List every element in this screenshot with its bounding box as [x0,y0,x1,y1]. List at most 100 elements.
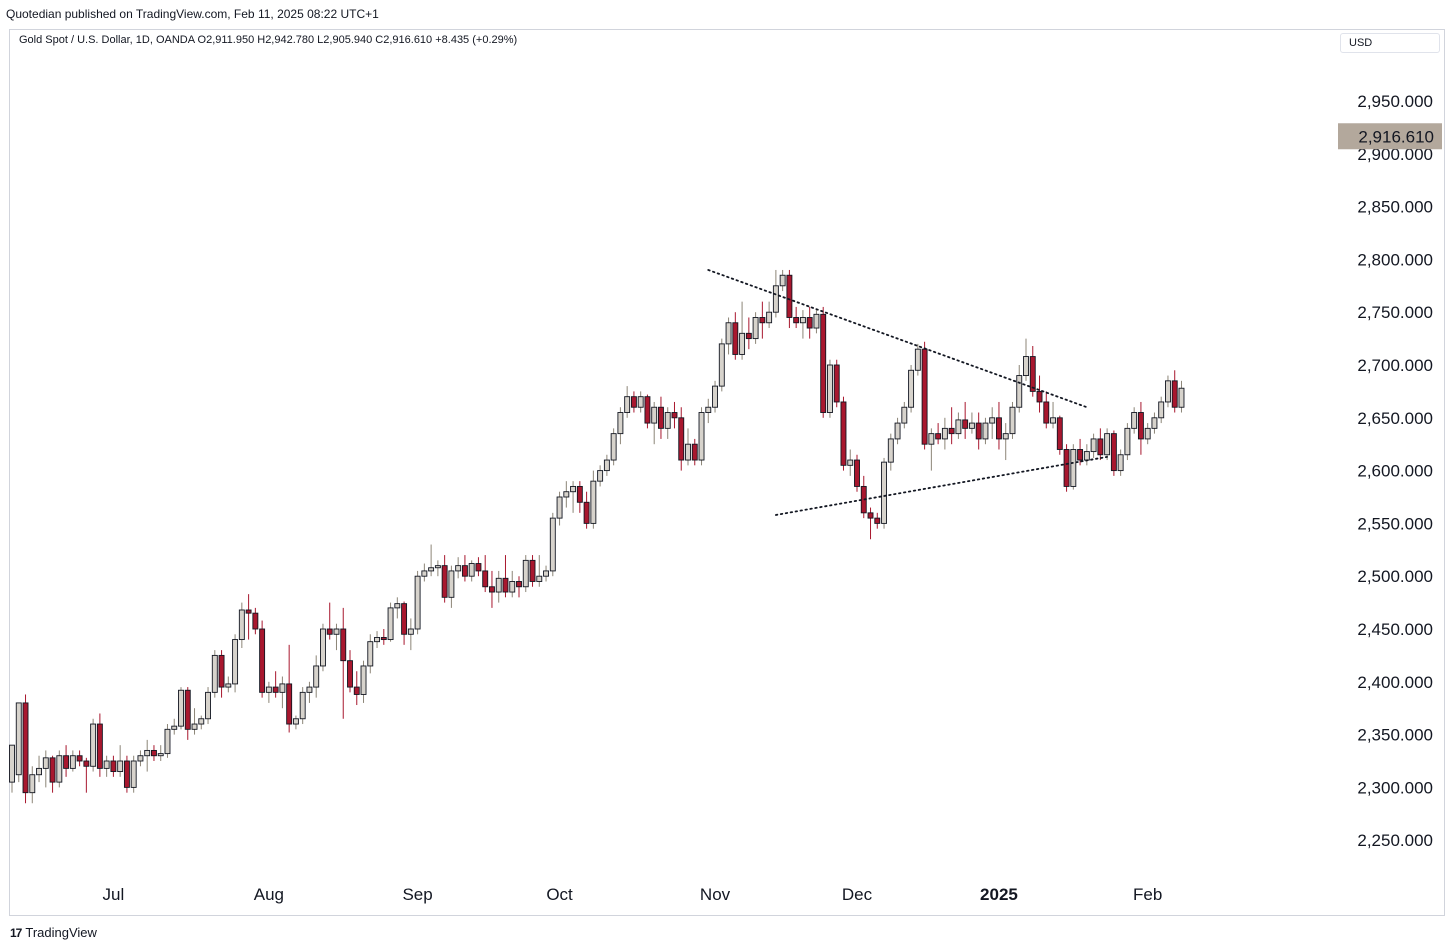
candle [1016,365,1023,413]
candle-body [184,689,191,730]
candle [1043,391,1050,429]
candle [799,310,806,339]
candle [421,563,428,582]
candle-body [461,565,468,577]
candle [401,601,408,645]
price-axis: 2,250.000 2,300.000 2,350.000 2,400.000 2,45… [1357,92,1433,850]
candle-body [1124,427,1131,456]
candle-body [1016,375,1023,408]
candle-body [218,654,225,688]
candle-body [468,563,475,577]
y-tick-label: 2,650.000 [1357,409,1433,428]
candle [441,555,448,603]
candle-body [759,317,766,324]
footer-brand[interactable]: 17 TradingView [10,925,97,940]
candle-body [894,422,901,440]
candle-body [1063,449,1070,487]
candle [570,481,577,513]
candle [529,555,536,587]
candle [428,544,435,577]
candle-body [597,470,604,482]
candle [509,570,516,598]
candle-body [752,317,759,340]
candle [171,718,178,735]
candle-body [22,702,29,794]
candle [245,594,252,640]
x-tick-label: 2025 [980,885,1018,904]
candle [840,396,847,471]
candle [833,359,840,408]
candle-body [265,686,272,693]
candle [475,557,482,577]
candle-body [320,628,326,667]
x-tick-label: Aug [254,885,284,904]
candle [516,576,522,598]
candle-body [881,461,887,524]
candle-body [583,501,590,524]
candle-body [434,565,441,569]
candle [698,407,705,466]
candle [1070,444,1077,490]
candle [1151,412,1158,434]
candle [502,555,509,598]
trendlines-group [707,269,1109,516]
candle-body [1110,433,1117,472]
y-tick-label: 2,800.000 [1357,250,1433,269]
candle-body [306,686,313,693]
tradingview-brand-text: TradingView [25,925,97,940]
candle-body [1077,449,1084,461]
candle-body [495,577,502,593]
last-price-label: 2,916.610 [1358,127,1434,146]
candle [347,650,353,693]
candle [96,713,103,777]
candle-body [962,419,969,429]
candle [617,407,624,445]
candle [387,602,394,642]
candle [36,755,42,783]
tradingview-logo-icon: 17 [10,925,22,940]
candle [793,306,800,329]
currency-button[interactable]: USD [1340,33,1440,53]
candle [563,481,570,508]
candle [1165,375,1171,408]
candle [252,607,259,635]
y-tick-label: 2,850.000 [1357,198,1433,217]
candle [299,687,306,725]
candle-body [610,433,617,461]
candle-body [570,485,577,493]
candle [1083,444,1090,466]
candle-body [333,628,340,635]
candle [157,745,164,761]
candle [745,317,752,350]
candle [671,401,678,429]
candle-body [576,485,583,503]
candle [151,745,157,761]
candle [29,766,36,804]
candle [975,412,982,450]
candle [989,407,996,439]
candle-body [178,689,184,727]
candle-body [799,317,806,324]
candle [921,341,928,450]
candle [1131,407,1138,434]
candle-body [739,332,746,355]
candle [887,433,894,471]
last-price-tag [1338,123,1442,150]
candle-body [901,406,908,424]
candle-body [691,443,698,461]
candle-body [820,313,827,413]
candle-body [786,274,793,318]
candle-body [921,348,928,445]
candle-body [441,565,448,598]
candle-body [171,725,178,730]
candle [69,750,76,772]
candle-body [502,577,509,593]
candle [434,560,441,577]
candle [265,681,272,703]
candle-body [793,317,800,324]
candle [117,745,124,777]
candle [658,396,664,439]
candle [292,715,299,730]
candle [1029,345,1036,397]
